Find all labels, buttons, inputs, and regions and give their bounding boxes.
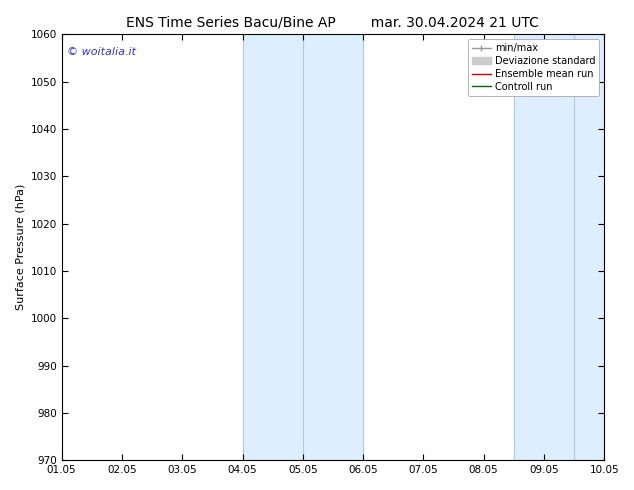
Y-axis label: Surface Pressure (hPa): Surface Pressure (hPa)	[15, 184, 25, 311]
Bar	[243, 34, 363, 460]
Title: ENS Time Series Bacu/Bine AP        mar. 30.04.2024 21 UTC: ENS Time Series Bacu/Bine AP mar. 30.04.…	[127, 15, 540, 29]
Text: © woitalia.it: © woitalia.it	[67, 47, 136, 57]
Bar	[514, 34, 604, 460]
Legend: min/max, Deviazione standard, Ensemble mean run, Controll run: min/max, Deviazione standard, Ensemble m…	[468, 39, 599, 96]
